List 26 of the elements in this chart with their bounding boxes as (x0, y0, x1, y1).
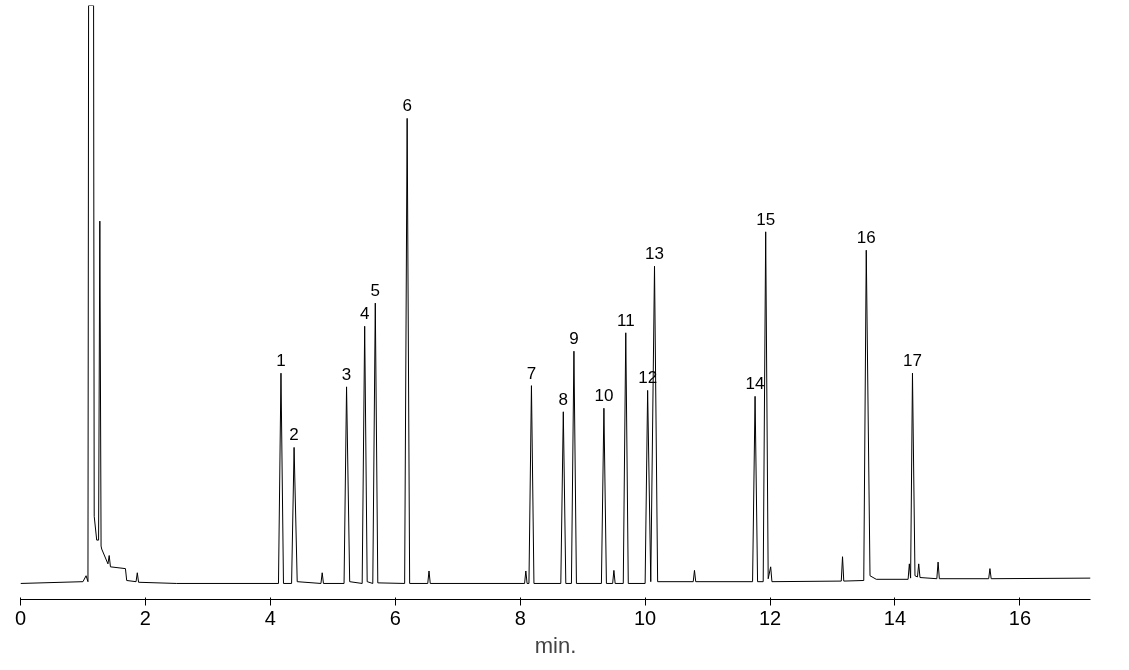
annotation: 17 (903, 351, 922, 371)
annotation: 14 (745, 374, 765, 394)
x-tick-label: 0 (14, 606, 27, 629)
x-tick-label: 4 (264, 606, 276, 629)
annotation: 5 (370, 281, 381, 301)
annotation: 8 (558, 389, 569, 409)
x-tick-label: 14 (883, 606, 907, 629)
annotation: 4 (359, 304, 370, 324)
annotation: 3 (341, 364, 352, 384)
x-axis-title: min. (534, 632, 577, 658)
annotation: 10 (594, 386, 614, 406)
annotation: 15 (756, 209, 776, 229)
annotation: 13 (645, 244, 664, 264)
annotation: 9 (569, 329, 579, 349)
x-tick-label: 10 (634, 606, 657, 629)
x-tick-label: 6 (389, 606, 401, 629)
annotation: 6 (402, 96, 412, 116)
annotation: 2 (289, 425, 299, 445)
x-tick-label: 12 (758, 606, 782, 629)
annotation: 1 (276, 351, 286, 371)
x-tick-label: 16 (1008, 606, 1032, 629)
annotation: 11 (616, 310, 635, 330)
x-tick-label: 2 (139, 606, 151, 629)
annotation: 7 (526, 363, 537, 383)
annotation: 16 (856, 228, 876, 248)
x-tick-label: 8 (514, 606, 526, 629)
